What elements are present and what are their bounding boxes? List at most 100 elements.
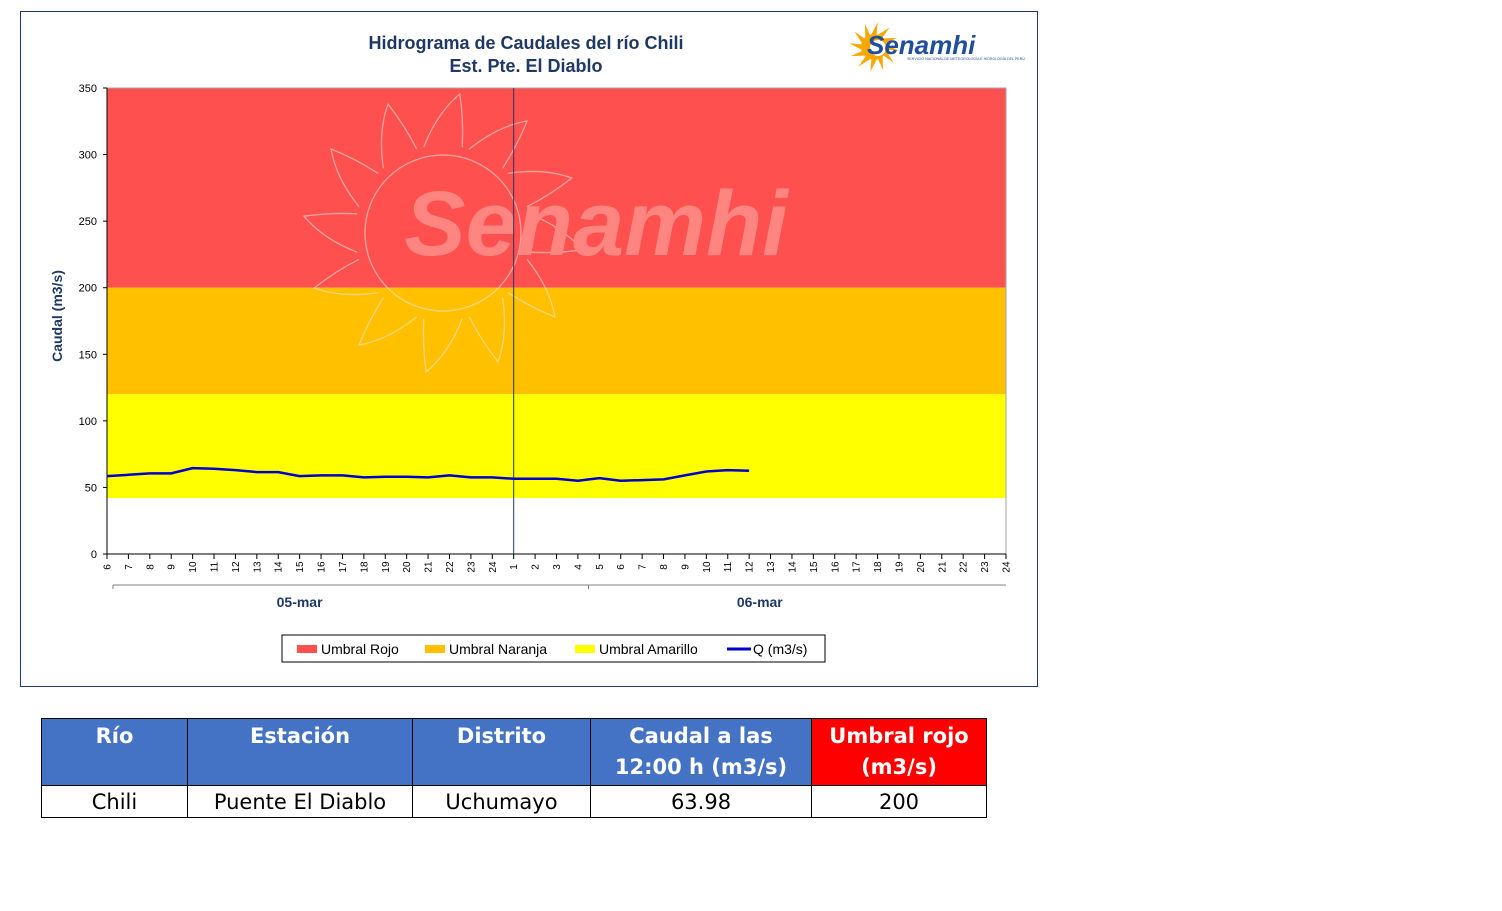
cell-caudal: 63.98 xyxy=(590,785,812,818)
x-tick-label: 5 xyxy=(595,564,606,570)
x-tick-label: 15 xyxy=(809,561,820,573)
legend-label: Umbral Amarillo xyxy=(599,641,698,657)
logo-sun-ray xyxy=(878,56,884,71)
watermark-sun-ray xyxy=(302,212,358,253)
x-tick-label: 22 xyxy=(959,561,970,573)
x-tick-label: 2 xyxy=(531,564,542,570)
logo-sun-ray xyxy=(886,44,899,51)
logo-subtext: SERVICIO NACIONAL DE METEOROLOGÍA E HIDR… xyxy=(907,56,1025,61)
watermark-sun-ray xyxy=(507,170,574,208)
watermark-sun-ray xyxy=(507,258,556,319)
logo-sun-ray xyxy=(850,51,865,57)
x-tick-label: 10 xyxy=(188,561,199,573)
date-group-label: 06-mar xyxy=(737,594,783,610)
threshold-band-0 xyxy=(107,88,1006,288)
cell-distrito: Uchumayo xyxy=(412,785,591,818)
logo-sun-ray xyxy=(883,51,894,63)
x-tick-label: 24 xyxy=(1002,561,1013,573)
x-tick-label: 7 xyxy=(124,564,135,570)
x-tick-label: 14 xyxy=(274,561,285,573)
x-tick-label: 21 xyxy=(937,561,948,573)
watermark-sun-ray xyxy=(330,147,379,208)
x-tick-label: 8 xyxy=(145,564,156,570)
x-tick-label: 12 xyxy=(745,561,756,573)
logo-sun-inner xyxy=(870,40,886,56)
x-tick-label: 1 xyxy=(509,564,520,570)
watermark-sun-ray xyxy=(380,102,418,169)
watermark-sun-ray xyxy=(422,318,463,374)
legend-label: Umbral Rojo xyxy=(321,641,399,657)
legend: Umbral Rojo Umbral Naranja Umbral Amarillo… xyxy=(281,634,826,663)
x-tick-label: 14 xyxy=(787,561,798,573)
chart-frame: Senamhi 0 50 100 150 200 250 300 350 6 7 8 9 10 11 12 1… xyxy=(20,11,1038,687)
x-tick-label: 21 xyxy=(424,561,435,573)
table-header-row: Río Estación Distrito Caudal a las 12:00 … xyxy=(41,718,987,786)
x-tick-label: 13 xyxy=(252,561,263,573)
y-axis-label: Caudal (m3/s) xyxy=(49,270,65,362)
x-tick-label: 10 xyxy=(702,561,713,573)
x-tick-label: 16 xyxy=(317,561,328,573)
logo-sun-ray xyxy=(878,27,890,38)
series-line-q xyxy=(106,466,750,483)
x-tick-label: 19 xyxy=(381,561,392,573)
threshold-band-1 xyxy=(107,287,1006,395)
x-tick-label: 11 xyxy=(210,561,221,572)
x-tick-label: 18 xyxy=(873,561,884,573)
x-tick-label: 20 xyxy=(916,561,927,573)
header-estacion: Estación xyxy=(187,718,413,786)
x-tick-label: 22 xyxy=(445,561,456,573)
y-tick-label: 50 xyxy=(85,482,97,494)
x-tick-label: 9 xyxy=(680,564,691,570)
x-tick-label: 17 xyxy=(338,561,349,573)
threshold-band-2 xyxy=(107,394,1006,499)
x-tick-label: 8 xyxy=(659,564,670,570)
watermark-sun-ray xyxy=(423,92,464,148)
logo-sun-ray xyxy=(849,43,862,50)
x-tick-label: 12 xyxy=(231,561,242,573)
date-group-label: 05-mar xyxy=(277,594,323,610)
x-tick-label: 15 xyxy=(295,561,306,573)
x-tick-label: 17 xyxy=(852,561,863,573)
x-tick-label: 16 xyxy=(830,561,841,573)
x-tick-label: 7 xyxy=(638,564,649,570)
y-tick-label: 150 xyxy=(79,349,97,361)
table-row: Chili Puente El Diablo Uchumayo 63.98 20… xyxy=(41,785,987,818)
header-rio: Río xyxy=(41,718,188,786)
x-tick-label: 3 xyxy=(552,564,563,570)
cell-umbral-rojo: 200 xyxy=(811,785,987,818)
x-tick-label: 4 xyxy=(573,564,584,570)
logo-sun-ray xyxy=(854,31,865,43)
watermark: Senamhi xyxy=(302,92,790,374)
cell-estacion: Puente El Diablo xyxy=(187,785,413,818)
legend-swatch xyxy=(425,645,445,653)
y-tick-label: 200 xyxy=(79,283,97,295)
y-tick-label: 350 xyxy=(79,83,97,95)
logo-sun-ray xyxy=(864,23,870,38)
senamhi-logo: Senamhi SERVICIO NACIONAL DE METEOROLOGÍ… xyxy=(849,22,1025,72)
x-tick-label: 6 xyxy=(103,564,114,570)
x-tick-label: 24 xyxy=(488,561,499,573)
header-umbral-rojo: Umbral rojo (m3/s) xyxy=(811,718,987,786)
y-tick-label: 100 xyxy=(79,416,97,428)
legend-swatch xyxy=(297,645,317,653)
chart-title: Hidrograma de Caudales del río Chili xyxy=(368,33,683,53)
watermark-sun-ray xyxy=(312,258,379,296)
logo-sun-ray xyxy=(871,22,878,35)
watermark-sun-ray xyxy=(468,120,529,169)
legend-label: Q (m3/s) xyxy=(753,641,807,657)
chart-subtitle: Est. Pte. El Diablo xyxy=(449,56,602,76)
logo-text: Senamhi xyxy=(867,30,976,60)
y-tick-label: 300 xyxy=(79,150,97,162)
y-tick-label: 250 xyxy=(79,216,97,228)
cell-rio: Chili xyxy=(41,785,188,818)
watermark-sun-ray xyxy=(468,297,506,364)
legend-swatch xyxy=(575,645,595,653)
x-tick-label: 6 xyxy=(616,564,627,570)
x-tick-label: 19 xyxy=(894,561,905,573)
flow-summary-table: Río Estación Distrito Caudal a las 12:00 … xyxy=(41,718,987,818)
x-tick-label: 20 xyxy=(402,561,413,573)
header-caudal: Caudal a las 12:00 h (m3/s) xyxy=(590,718,812,786)
x-tick-label: 23 xyxy=(466,561,477,573)
watermark-text: Senamhi xyxy=(404,173,790,275)
logo-sun-ray xyxy=(858,56,870,67)
